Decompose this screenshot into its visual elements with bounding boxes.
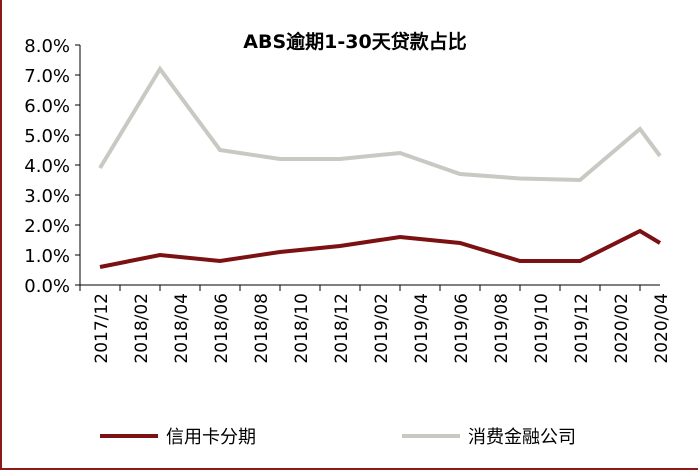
x-tick-label: 2020/04	[652, 293, 672, 364]
y-tick-label: 3.0%	[24, 186, 70, 207]
y-tick-label: 0.0%	[24, 276, 70, 297]
y-tick-label: 4.0%	[24, 156, 70, 177]
legend-label: 消费金融公司	[468, 427, 576, 448]
y-tick-label: 6.0%	[24, 96, 70, 117]
y-tick-label: 5.0%	[24, 126, 70, 147]
legend: 信用卡分期 消费金融公司	[100, 427, 576, 448]
x-tick-label: 2017/12	[92, 293, 112, 364]
x-tick-label: 2018/06	[212, 293, 232, 364]
x-tick-label: 2018/10	[292, 293, 312, 364]
x-tick-label: 2018/04	[172, 293, 192, 364]
x-axis: 2017/12 2018/02 2018/04 2018/06 2018/08 2018/…	[79, 284, 672, 364]
series-line	[99, 228, 662, 269]
y-tick-label: 7.0%	[24, 66, 70, 87]
legend-label: 信用卡分期	[166, 427, 256, 448]
x-tick-label: 2020/02	[612, 293, 632, 364]
series-line	[98, 65, 662, 183]
x-tick-label: 2018/12	[332, 293, 352, 364]
y-tick-label: 1.0%	[24, 246, 70, 267]
y-axis: 0.0% 1.0% 2.0% 3.0% 4.0% 5.0% 6.0% 7.0% 8.0%	[24, 36, 81, 297]
x-tick-label: 2019/08	[492, 293, 512, 364]
x-tick-label: 2018/02	[132, 293, 152, 364]
x-tick-label: 2019/12	[572, 293, 592, 364]
y-tick-label: 2.0%	[24, 216, 70, 237]
x-tick-label: 2019/06	[452, 293, 472, 364]
chart-title: ABS逾期1-30天贷款占比	[243, 30, 466, 53]
x-tick-label: 2019/04	[412, 293, 432, 364]
x-tick-label: 2018/08	[252, 293, 272, 364]
x-tick-label: 2019/02	[372, 293, 392, 364]
x-tick-label: 2019/10	[532, 293, 552, 364]
y-tick-label: 8.0%	[24, 36, 70, 57]
plot-lines	[98, 65, 662, 269]
